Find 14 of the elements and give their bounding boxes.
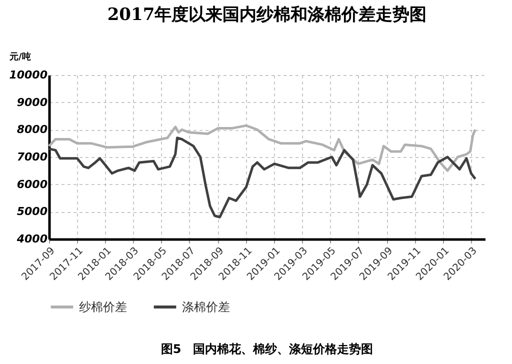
y-tick-label: 8000 [16, 123, 48, 136]
y-tick-label: 10000 [9, 68, 48, 82]
chart-title: 2017年度以来国内纱棉和涤棉价差走势图 [107, 5, 427, 25]
legend-label: 涤棉价差 [182, 300, 230, 314]
legend-label: 纱棉价差 [79, 300, 127, 314]
y-tick-label: 9000 [16, 96, 48, 109]
line-series [48, 136, 477, 218]
y-tick-label: 4000 [16, 232, 48, 246]
caption: 图5 国内棉花、棉纱、涤短价格走势图 [160, 342, 374, 356]
y-tick-label: 5000 [16, 205, 48, 218]
line-series [48, 124, 477, 172]
y-tick-label: 6000 [16, 178, 48, 191]
y-axis-title: 元/吨 [8, 52, 31, 62]
y-tick-label: 7000 [16, 150, 48, 164]
